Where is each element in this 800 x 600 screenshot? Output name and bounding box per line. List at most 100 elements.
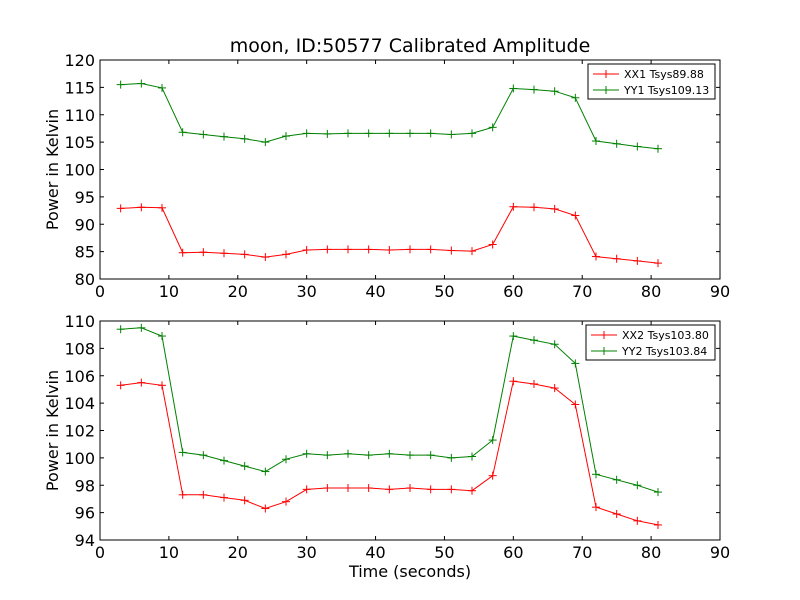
data-point	[612, 254, 621, 263]
y-tick-label: 105	[64, 133, 95, 152]
data-point	[137, 378, 146, 387]
data-point	[261, 253, 270, 262]
data-point	[426, 245, 435, 254]
data-point	[530, 85, 538, 94]
data-point	[344, 449, 352, 458]
data-point	[323, 483, 332, 492]
y-tick-label: 120	[64, 51, 95, 70]
data-point	[447, 453, 456, 462]
data-point	[220, 132, 228, 141]
data-point	[509, 332, 518, 341]
data-point	[550, 204, 559, 213]
y-tick-label: 110	[64, 106, 95, 125]
x-tick-label: 40	[365, 282, 385, 301]
x-tick-label: 90	[710, 543, 730, 562]
data-point	[571, 359, 580, 368]
data-point	[612, 475, 621, 484]
data-point	[633, 142, 642, 151]
data-point	[364, 129, 373, 138]
data-point	[302, 449, 311, 458]
data-point	[323, 129, 332, 138]
data-point	[488, 471, 497, 480]
data-point	[158, 332, 166, 341]
data-point	[426, 485, 435, 494]
legend-entry: XX2 Tsys103.80	[622, 329, 709, 342]
x-axis-label: Time (seconds)	[348, 562, 471, 581]
data-point	[199, 490, 208, 499]
data-point	[344, 483, 352, 492]
data-point	[323, 451, 332, 460]
data-point	[633, 481, 642, 490]
x-tick-label: 10	[159, 282, 179, 301]
y-axis-label: Power in Kelvin	[43, 370, 62, 491]
y-tick-label: 102	[64, 422, 95, 441]
legend-entry: XX1 Tsys89.88	[624, 68, 704, 81]
x-tick-label: 80	[641, 543, 661, 562]
x-tick-label: 0	[95, 543, 105, 562]
data-point	[612, 139, 621, 148]
data-point	[468, 247, 476, 256]
y-tick-label: 100	[64, 161, 95, 180]
data-point	[488, 436, 497, 445]
data-point	[571, 211, 580, 220]
data-point	[199, 248, 208, 257]
data-point	[468, 452, 476, 461]
data-point	[592, 503, 600, 512]
data-point	[592, 137, 600, 146]
y-tick-label: 106	[64, 367, 95, 386]
data-point	[654, 520, 662, 529]
data-point	[550, 384, 559, 393]
data-point	[509, 377, 518, 386]
data-point	[240, 250, 249, 259]
data-point	[199, 130, 208, 139]
data-point	[302, 129, 311, 138]
x-tick-label: 50	[434, 282, 454, 301]
data-point	[178, 248, 187, 257]
data-point	[282, 132, 290, 141]
x-tick-label: 60	[503, 282, 523, 301]
data-point	[302, 245, 311, 254]
data-point	[530, 203, 538, 212]
data-point	[220, 493, 228, 502]
data-point	[137, 79, 146, 88]
data-point	[240, 134, 249, 143]
y-tick-label: 96	[75, 504, 95, 523]
data-point	[509, 202, 518, 211]
x-tick-label: 80	[641, 282, 661, 301]
data-point	[592, 470, 600, 479]
data-point	[158, 83, 166, 92]
data-point	[385, 449, 394, 458]
data-point	[633, 516, 642, 525]
data-point	[282, 250, 290, 259]
data-point	[571, 93, 580, 102]
data-point	[116, 381, 125, 390]
data-point	[364, 483, 373, 492]
x-tick-label: 50	[434, 543, 454, 562]
y-tick-label: 90	[75, 215, 95, 234]
y-axis-label: Power in Kelvin	[43, 109, 62, 230]
x-tick-label: 90	[710, 282, 730, 301]
x-tick-label: 20	[228, 282, 248, 301]
data-point	[385, 485, 394, 494]
data-point	[116, 325, 125, 334]
x-tick-label: 30	[296, 543, 316, 562]
data-point	[654, 259, 662, 268]
data-point	[530, 379, 538, 388]
data-point	[406, 129, 414, 138]
data-point	[550, 87, 559, 96]
data-point	[447, 246, 456, 255]
data-point	[220, 249, 228, 258]
legend-entry: YY1 Tsys109.13	[623, 84, 709, 97]
data-point	[240, 462, 249, 471]
data-point	[468, 129, 476, 138]
data-point	[282, 497, 290, 506]
data-point	[447, 130, 456, 139]
y-tick-label: 115	[64, 78, 95, 97]
data-point	[406, 245, 414, 254]
x-tick-label: 60	[503, 543, 523, 562]
data-point	[137, 203, 146, 212]
x-tick-label: 70	[572, 282, 592, 301]
data-point	[633, 256, 642, 265]
y-tick-label: 110	[64, 312, 95, 331]
